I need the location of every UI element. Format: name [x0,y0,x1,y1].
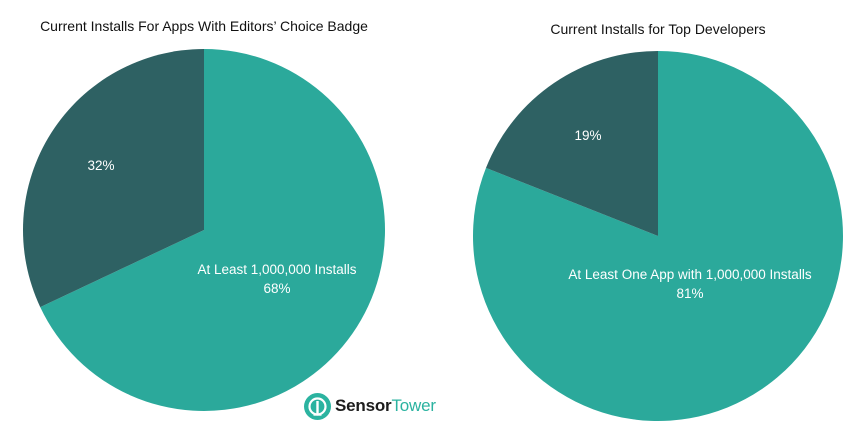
sensor-tower-logo-icon [304,392,331,420]
pie-0-major-label: At Least 1,000,000 Installs [197,262,356,277]
pie-0-slice-0 [40,49,385,411]
pie-1-minor-value: 19% [574,128,601,143]
pie-1-major-value: 81% [676,286,703,301]
logo-word-sensor: Sensor [335,396,392,415]
pie-0-minor-value: 32% [87,158,114,173]
pie-1-major-label: At Least One App with 1,000,000 Installs [568,267,811,282]
chart-title-top-developers: Current Installs for Top Developers [550,21,766,37]
pie-1-slice-0 [473,51,844,422]
sensor-tower-logo: SensorTower [304,391,436,421]
pie-1-slice-1 [485,51,658,236]
pie-0-major-value: 68% [263,281,290,296]
pie-0-slice-1 [22,49,204,308]
logo-word-tower: Tower [391,396,436,415]
logo-wordmark: SensorTower [335,396,436,416]
chart-title-editors-choice: Current Installs For Apps With Editors’ … [40,18,368,34]
